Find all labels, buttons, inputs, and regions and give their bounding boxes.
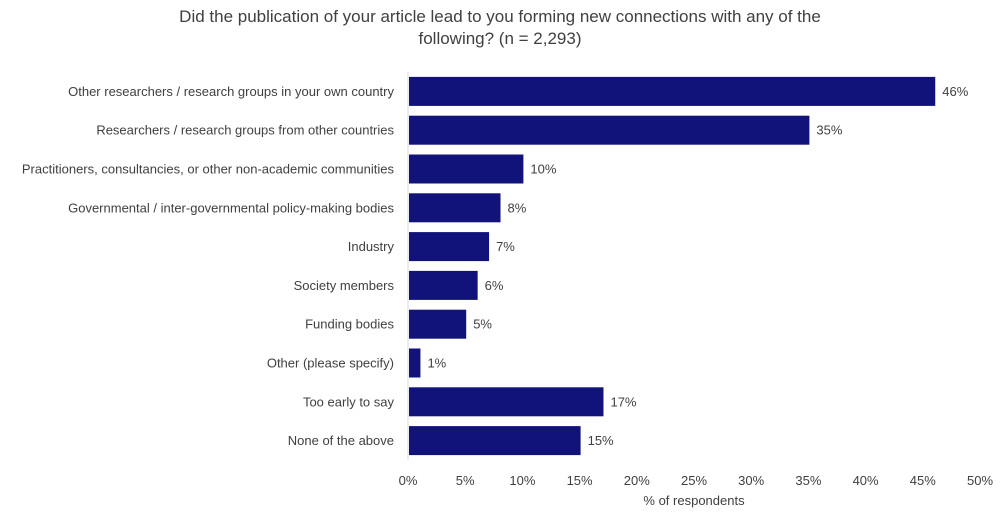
- x-tick-label: 20%: [624, 473, 650, 488]
- bar: [409, 154, 524, 184]
- category-label: Governmental / inter-governmental policy…: [68, 200, 394, 215]
- value-label: 35%: [816, 123, 842, 138]
- value-label: 1%: [427, 356, 446, 371]
- category-label: Industry: [348, 239, 395, 254]
- x-axis-title: % of respondents: [643, 493, 745, 508]
- bar: [409, 115, 810, 145]
- category-label: Practitioners, consultancies, or other n…: [22, 162, 395, 177]
- bar: [409, 193, 501, 223]
- value-label: 46%: [942, 84, 968, 99]
- x-tick-label: 30%: [738, 473, 764, 488]
- chart-title: Did the publication of your article lead…: [80, 6, 920, 50]
- value-label: 17%: [610, 394, 636, 409]
- x-tick-label: 0%: [399, 473, 418, 488]
- value-label: 5%: [473, 317, 492, 332]
- x-tick-label: 5%: [456, 473, 475, 488]
- x-tick-label: 25%: [681, 473, 707, 488]
- bar: [409, 387, 604, 417]
- labels-layer: Other researchers / research groups in y…: [22, 84, 994, 488]
- value-label: 7%: [496, 239, 515, 254]
- category-label: Researchers / research groups from other…: [96, 123, 394, 138]
- value-label: 6%: [485, 278, 504, 293]
- x-tick-label: 50%: [967, 473, 993, 488]
- bar: [409, 232, 490, 262]
- bar: [409, 76, 936, 106]
- x-tick-label: 35%: [795, 473, 821, 488]
- x-tick-label: 40%: [853, 473, 879, 488]
- value-label: 10%: [530, 162, 556, 177]
- x-tick-label: 45%: [910, 473, 936, 488]
- bar: [409, 426, 581, 456]
- chart-title-line-1: Did the publication of your article lead…: [179, 7, 821, 26]
- bar: [409, 270, 478, 300]
- bar: [409, 348, 421, 378]
- x-tick-label: 15%: [567, 473, 593, 488]
- bar: [409, 309, 467, 339]
- bars-layer: [409, 76, 936, 456]
- category-label: Funding bodies: [305, 317, 394, 332]
- value-label: 8%: [508, 200, 527, 215]
- category-label: Society members: [294, 278, 395, 293]
- value-label: 15%: [588, 433, 614, 448]
- x-tick-label: 10%: [509, 473, 535, 488]
- category-label: Too early to say: [303, 394, 395, 409]
- category-label: Other (please specify): [267, 356, 394, 371]
- category-label: Other researchers / research groups in y…: [68, 84, 394, 99]
- category-label: None of the above: [288, 433, 394, 448]
- chart-title-line-2: following? (n = 2,293): [418, 29, 582, 48]
